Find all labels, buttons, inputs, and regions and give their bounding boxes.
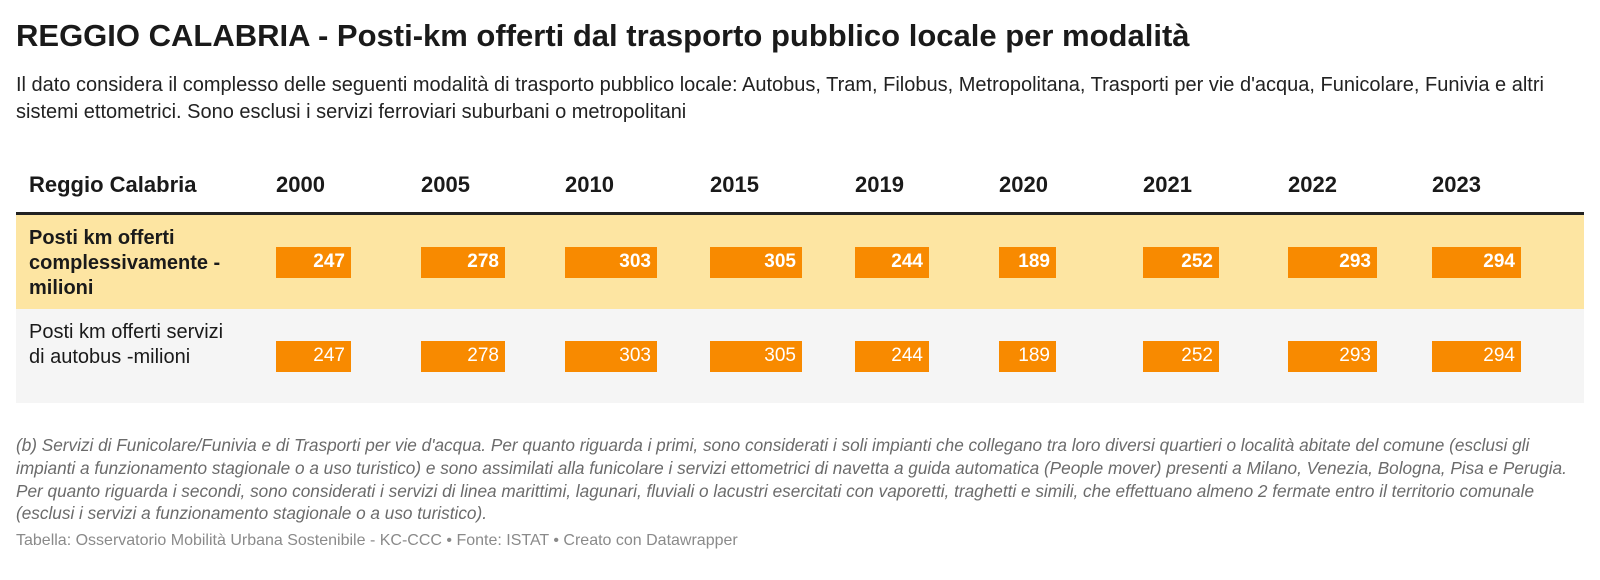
column-header-year: 2019 (855, 172, 904, 197)
bar-value-label: 247 (313, 251, 345, 272)
value-bar: 303 (565, 247, 657, 278)
bar-cell: 303 (565, 309, 685, 403)
chart-notes: (b) Servizi di Funicolare/Funivia e di T… (16, 435, 1567, 524)
column-header-year: 2000 (276, 172, 325, 197)
bar-cell: 293 (1288, 309, 1408, 403)
bar-value-label: 294 (1483, 345, 1515, 366)
bar-cell: 244 (855, 215, 975, 309)
bar-value-label: 293 (1339, 251, 1371, 272)
bar-value-label: 244 (891, 251, 923, 272)
bar-value-label: 189 (1018, 251, 1050, 272)
row-header-label: Reggio Calabria (29, 172, 197, 197)
table-header: Reggio Calabria 2000 2005 2010 2015 2019 2020… (16, 160, 1584, 215)
chart-footer: Tabella: Osservatorio Mobilità Urbana So… (16, 532, 738, 549)
bar-value-label: 305 (764, 345, 796, 366)
value-bar: 252 (1143, 341, 1219, 372)
value-bar: 278 (421, 247, 505, 278)
column-header-year: 2022 (1288, 172, 1337, 197)
column-header-year: 2015 (710, 172, 759, 197)
bar-cell: 189 (999, 215, 1119, 309)
value-bar: 293 (1288, 247, 1377, 278)
bar-value-label: 303 (619, 345, 651, 366)
bar-cell: 303 (565, 215, 685, 309)
bar-value-label: 294 (1483, 251, 1515, 272)
value-bar: 244 (855, 341, 929, 372)
bar-cell: 305 (710, 309, 830, 403)
chart-subtitle: Il dato considera il complesso delle seg… (16, 74, 1544, 123)
value-bar: 305 (710, 247, 802, 278)
bar-cell: 278 (421, 215, 541, 309)
bar-cell: 244 (855, 309, 975, 403)
value-bar: 247 (276, 341, 351, 372)
bar-value-label: 293 (1339, 345, 1371, 366)
bar-cell: 252 (1143, 215, 1263, 309)
value-bar: 303 (565, 341, 657, 372)
value-bar: 294 (1432, 341, 1521, 372)
bar-value-label: 247 (313, 345, 345, 366)
data-table: Reggio Calabria 2000 2005 2010 2015 2019 2020… (16, 160, 1584, 403)
bar-cell: 278 (421, 309, 541, 403)
bar-value-label: 305 (764, 251, 796, 272)
value-bar: 189 (999, 341, 1056, 372)
value-bar: 244 (855, 247, 929, 278)
value-bar: 189 (999, 247, 1056, 278)
column-header-year: 2023 (1432, 172, 1481, 197)
value-bar: 278 (421, 341, 505, 372)
column-header-year: 2021 (1143, 172, 1192, 197)
column-header-year: 2020 (999, 172, 1048, 197)
value-bar: 252 (1143, 247, 1219, 278)
bar-value-label: 278 (467, 345, 499, 366)
bar-value-label: 252 (1181, 251, 1213, 272)
bar-cell: 305 (710, 215, 830, 309)
bar-cell: 247 (276, 215, 396, 309)
bar-value-label: 244 (891, 345, 923, 366)
table-row: Posti km offerti servizi di autobus -mil… (16, 309, 1584, 403)
column-header-year: 2010 (565, 172, 614, 197)
table-row: Posti km offerti complessivamente -milio… (16, 215, 1584, 309)
value-bar: 305 (710, 341, 802, 372)
bar-cell: 247 (276, 309, 396, 403)
bar-cell: 294 (1432, 215, 1552, 309)
value-bar: 294 (1432, 247, 1521, 278)
bar-value-label: 252 (1181, 345, 1213, 366)
chart-title: REGGIO CALABRIA - Posti-km offerti dal t… (16, 18, 1190, 53)
row-label: Posti km offerti servizi di autobus -mil… (29, 321, 224, 368)
bar-cell: 252 (1143, 309, 1263, 403)
bar-value-label: 303 (619, 251, 651, 272)
value-bar: 247 (276, 247, 351, 278)
column-header-year: 2005 (421, 172, 470, 197)
row-label: Posti km offerti complessivamente -milio… (29, 227, 221, 299)
bar-cell: 189 (999, 309, 1119, 403)
bar-cell: 294 (1432, 309, 1552, 403)
value-bar: 293 (1288, 341, 1377, 372)
bar-cell: 293 (1288, 215, 1408, 309)
table-body: Posti km offerti complessivamente -milio… (16, 215, 1584, 403)
bar-value-label: 278 (467, 251, 499, 272)
bar-value-label: 189 (1018, 345, 1050, 366)
